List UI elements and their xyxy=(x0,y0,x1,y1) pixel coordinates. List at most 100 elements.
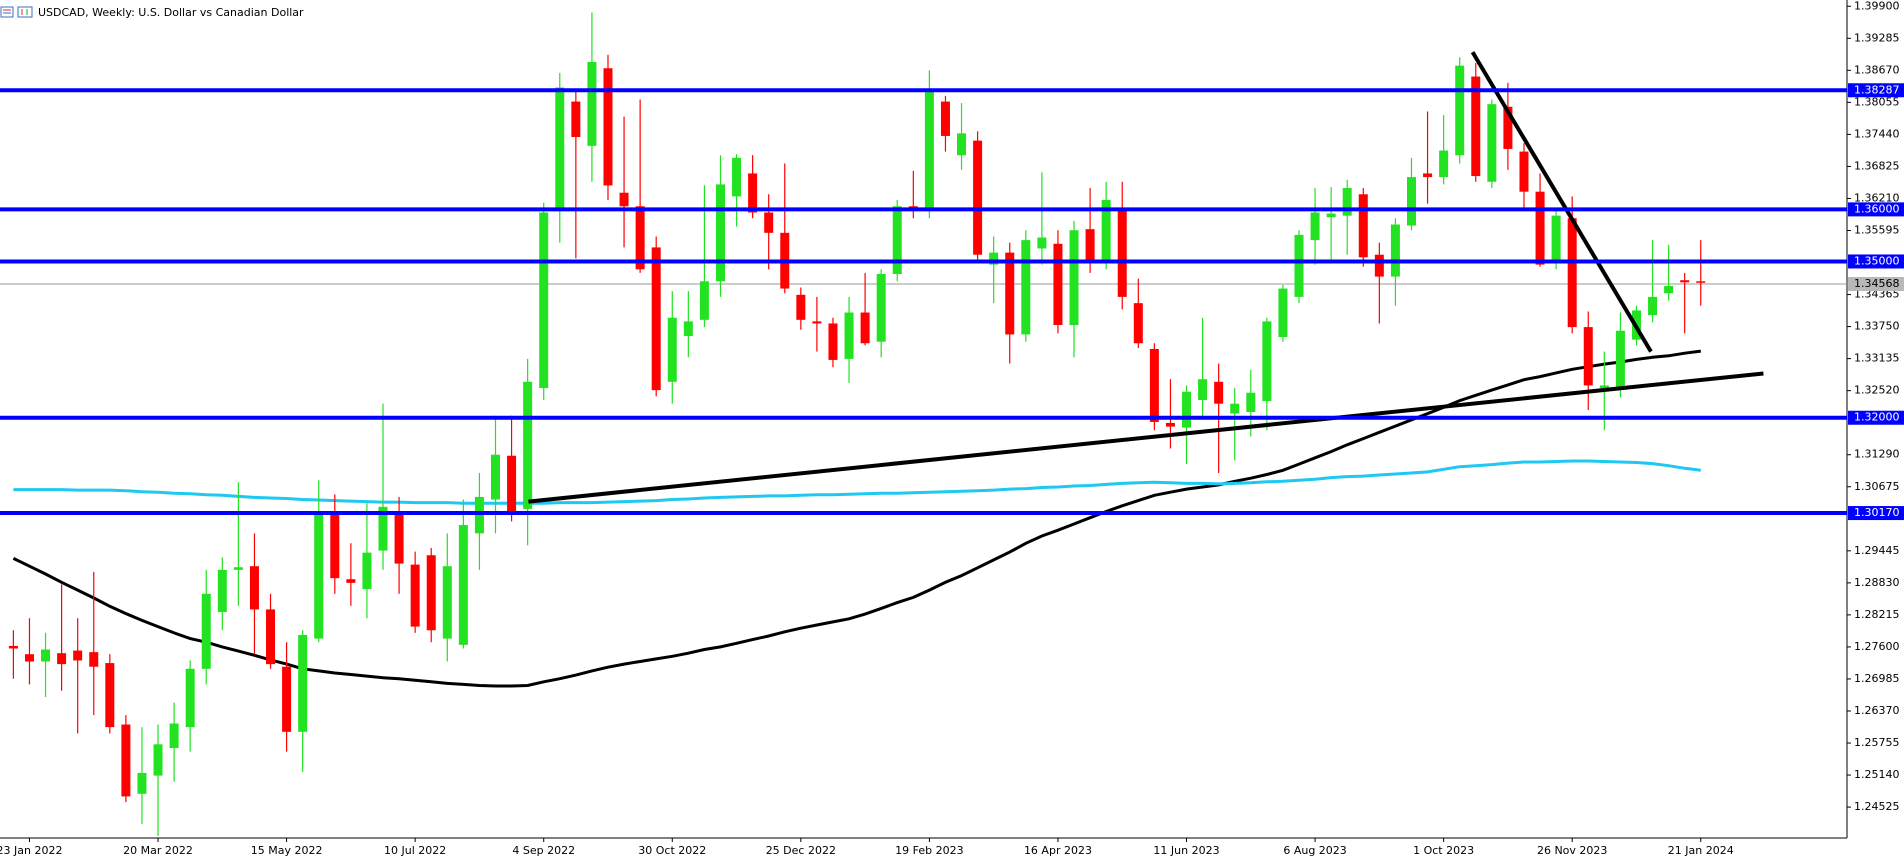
candle-body xyxy=(1406,177,1416,226)
candle-body xyxy=(1021,240,1031,335)
candle-body xyxy=(8,645,18,649)
y-tick-label: 1.28830 xyxy=(1854,576,1900,589)
y-tick-label: 1.39900 xyxy=(1854,0,1900,12)
x-tick-label: 16 Apr 2023 xyxy=(1024,844,1092,857)
candle-body xyxy=(153,744,163,776)
candle-body xyxy=(940,101,950,136)
candle-body xyxy=(105,663,115,728)
candle-body xyxy=(748,173,758,213)
candle-body xyxy=(201,593,211,669)
candle-body xyxy=(314,513,324,639)
candle-body xyxy=(1567,218,1577,328)
icon-table xyxy=(0,6,14,18)
level-label-box xyxy=(1848,506,1904,521)
candle-body xyxy=(1519,151,1529,192)
candle-body xyxy=(1182,391,1192,428)
candle-body xyxy=(89,652,99,667)
x-tick-label: 25 Dec 2022 xyxy=(766,844,836,857)
candle-body xyxy=(474,496,484,534)
candle-body xyxy=(1037,237,1047,249)
candle-body xyxy=(860,312,870,344)
candle-body xyxy=(571,101,581,137)
candle-body xyxy=(1680,280,1690,283)
candle-body xyxy=(828,323,838,360)
candle-body xyxy=(715,184,725,282)
candle-body xyxy=(1214,381,1224,404)
x-tick-label: 6 Aug 2023 xyxy=(1283,844,1346,857)
candle-body xyxy=(1583,327,1593,386)
x-tick-label: 10 Jul 2022 xyxy=(384,844,446,857)
candle-body xyxy=(1133,303,1143,344)
candle-body xyxy=(619,192,629,207)
candle-body xyxy=(137,772,147,794)
candle-body xyxy=(1487,104,1497,182)
candle-body xyxy=(1198,379,1208,401)
candle-body xyxy=(1648,296,1658,316)
x-tick-label: 21 Jan 2024 xyxy=(1668,844,1734,857)
y-tick-label: 1.25755 xyxy=(1854,736,1900,749)
candle-body xyxy=(892,206,902,274)
x-tick-label: 1 Oct 2023 xyxy=(1413,844,1474,857)
level-label-box xyxy=(1848,202,1904,217)
candle-body xyxy=(458,525,468,645)
candle-body xyxy=(1117,208,1127,297)
candle-body xyxy=(426,555,436,631)
candle-body xyxy=(282,666,292,732)
candle-body xyxy=(41,649,51,662)
candle-body xyxy=(346,579,356,583)
candle-body xyxy=(362,552,372,590)
y-tick-label: 1.31290 xyxy=(1854,448,1900,461)
candle-body xyxy=(1165,422,1175,427)
y-tick-label: 1.26985 xyxy=(1854,672,1900,685)
candle-body xyxy=(555,87,565,209)
x-tick-label: 20 Mar 2022 xyxy=(123,844,193,857)
y-tick-label: 1.28215 xyxy=(1854,608,1900,621)
candle-body xyxy=(217,569,227,613)
candle-body xyxy=(1374,254,1384,277)
candle-body xyxy=(603,68,613,186)
y-tick-label: 1.33135 xyxy=(1854,352,1900,365)
candle-body xyxy=(667,317,677,382)
candle-body xyxy=(796,294,806,320)
icon-chart xyxy=(17,6,33,18)
level-label: 1.38287 xyxy=(1854,83,1900,96)
level-label: 1.32000 xyxy=(1854,411,1900,424)
candle-body xyxy=(812,321,822,324)
level-label-box xyxy=(1848,254,1904,269)
candle-body xyxy=(1294,234,1304,297)
current-price-box xyxy=(1848,276,1904,291)
candle-body xyxy=(1664,285,1674,294)
y-tick-label: 1.38055 xyxy=(1854,95,1900,108)
candle-body xyxy=(989,252,999,265)
moving-average xyxy=(13,459,1701,505)
y-tick-label: 1.39285 xyxy=(1854,31,1900,44)
candle-body xyxy=(1599,385,1609,389)
y-tick-label: 1.30675 xyxy=(1854,480,1900,493)
candle-body xyxy=(57,653,67,665)
candle-body xyxy=(1326,213,1336,218)
candle-body xyxy=(1503,106,1513,149)
candle-body xyxy=(1358,194,1368,258)
candle-body xyxy=(1085,229,1095,261)
candle-body xyxy=(973,140,983,255)
candle-body xyxy=(924,88,934,209)
trendline xyxy=(1470,51,1653,353)
y-tick-label: 1.36210 xyxy=(1854,191,1900,204)
candle-body xyxy=(1101,200,1111,261)
y-tick-label: 1.37440 xyxy=(1854,127,1900,140)
candle-body xyxy=(1342,188,1352,216)
candle-body xyxy=(1471,76,1481,177)
x-tick-label: 19 Feb 2023 xyxy=(895,844,963,857)
candle-body xyxy=(957,133,967,156)
candle-body xyxy=(1278,288,1288,338)
candle-body xyxy=(1262,321,1272,402)
y-tick-label: 1.29445 xyxy=(1854,544,1900,557)
candle-body xyxy=(73,650,83,661)
candle-body xyxy=(507,455,517,514)
level-label: 1.35000 xyxy=(1854,254,1900,267)
candle-body xyxy=(844,312,854,359)
candle-body xyxy=(1069,230,1079,326)
y-tick-label: 1.27600 xyxy=(1854,640,1900,653)
